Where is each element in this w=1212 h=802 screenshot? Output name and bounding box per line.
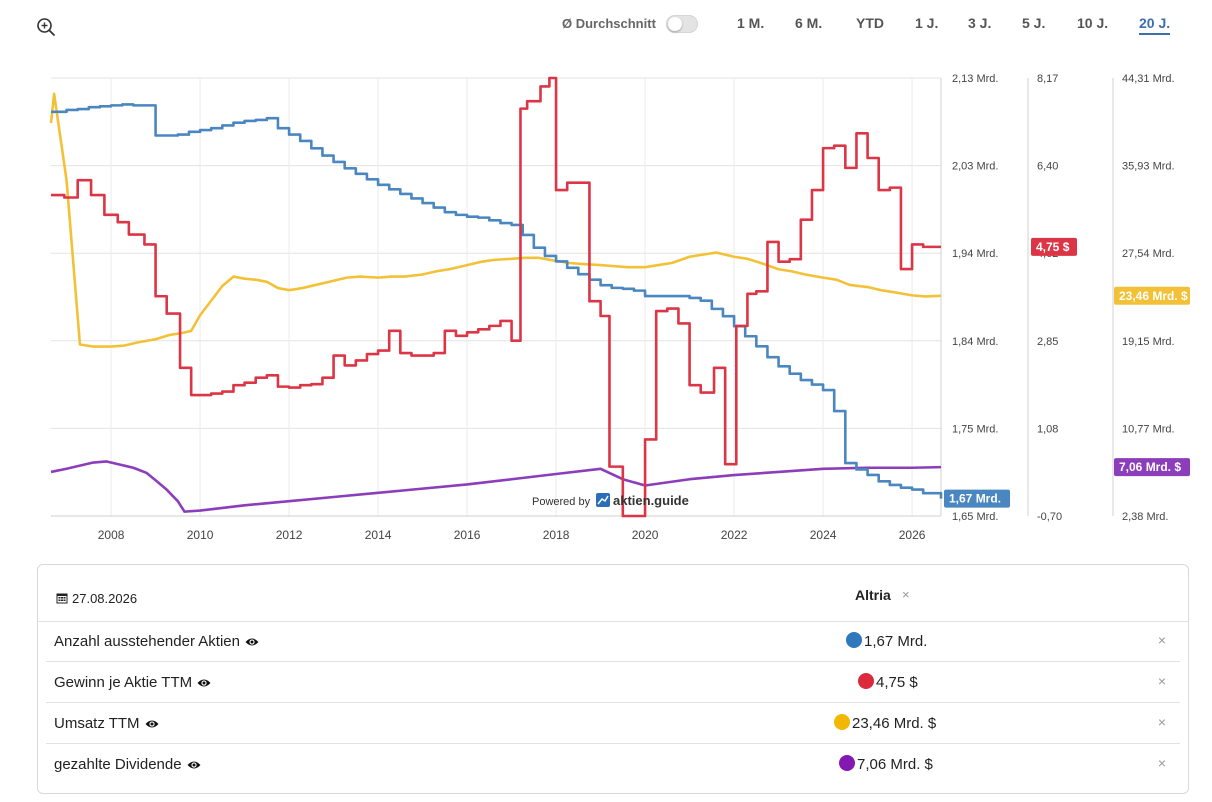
range-button-1j[interactable]: 1 J. [915, 15, 939, 31]
value-badge-label: 4,75 $ [1036, 240, 1070, 254]
chart-toolbar: Ø Durchschnitt 1 M. 6 M. YTD 1 J. 3 J. 5… [0, 0, 1212, 50]
series-color-dot [846, 632, 862, 648]
y-tick-label: 35,93 Mrd. [1122, 161, 1175, 173]
watermark-prefix: Powered by [532, 496, 591, 508]
x-tick-label: 2022 [721, 528, 748, 542]
y-tick-label: 27,54 Mrd. [1122, 248, 1175, 260]
trend-arrow-icon [597, 495, 609, 505]
x-tick-label: 2010 [187, 528, 214, 542]
row-label: Gewinn je Aktie TTM [54, 674, 211, 691]
eye-icon[interactable] [245, 637, 259, 647]
range-button-1m[interactable]: 1 M. [737, 15, 765, 31]
remove-row-button[interactable]: × [1157, 714, 1166, 730]
x-tick-label: 2016 [454, 528, 481, 542]
chart-grid [51, 77, 1114, 517]
table-row: Anzahl ausstehender Aktien 1,67 Mrd. × [46, 621, 1180, 662]
calendar-icon [56, 593, 68, 604]
row-value: 7,06 Mrd. $ [839, 755, 933, 773]
x-tick-label: 2014 [365, 528, 392, 542]
value-badge-label: 1,67 Mrd. [949, 492, 1001, 506]
eye-icon[interactable] [187, 760, 201, 770]
series-color-dot [839, 755, 855, 771]
y-tick-label: 8,17 [1037, 73, 1058, 85]
line-chart[interactable]: 2,13 Mrd. 2,03 Mrd. 1,94 Mrd. 1,84 Mrd. 1,75… [0, 60, 1212, 550]
x-tick-label: 2026 [899, 528, 926, 542]
y-tick-label: 19,15 Mrd. [1122, 336, 1175, 348]
x-tick-label: 2018 [543, 528, 570, 542]
x-tick-label: 2020 [632, 528, 659, 542]
x-tick-label: 2012 [276, 528, 303, 542]
value-badge [944, 489, 1010, 508]
y-tick-label: 2,03 Mrd. [952, 161, 998, 173]
value-badge [1114, 286, 1190, 305]
date-label: 27.08.2026 [56, 591, 137, 606]
y-tick-label: 10,77 Mrd. [1122, 423, 1175, 435]
table-row: Umsatz TTM 23,46 Mrd. $ × [46, 703, 1180, 744]
average-toggle[interactable] [666, 15, 698, 33]
series-line [51, 103, 943, 499]
value-badge-label: 7,06 Mrd. $ [1119, 460, 1181, 474]
value-badge [1031, 237, 1077, 256]
range-button-20j[interactable]: 20 J. [1139, 15, 1171, 35]
row-label: Umsatz TTM [54, 715, 159, 732]
legend-table: 27.08.2026 Altria × Anzahl ausstehender … [37, 564, 1189, 794]
row-label: gezahlte Dividende [54, 756, 201, 773]
zoom-in-icon[interactable] [36, 17, 56, 37]
y-tick-label: 1,84 Mrd. [952, 336, 998, 348]
value-badges: 1,67 Mrd. 4,75 $ 23,46 Mrd. $ 7,06 Mrd. $ [944, 237, 1190, 508]
range-button-10j[interactable]: 10 J. [1077, 15, 1109, 31]
y-tick-label: 1,08 [1037, 423, 1058, 435]
average-toggle-label: Ø Durchschnitt [562, 16, 656, 31]
eye-icon[interactable] [197, 678, 211, 688]
row-value: 23,46 Mrd. $ [834, 714, 936, 732]
date-value: 27.08.2026 [72, 591, 138, 606]
series-color-dot [834, 714, 850, 730]
watermark-brand: aktien.guide [613, 493, 689, 508]
y-tick-label: 2,85 [1037, 336, 1058, 348]
table-row: Gewinn je Aktie TTM 4,75 $ × [46, 662, 1180, 703]
range-button-ytd[interactable]: YTD [856, 15, 884, 31]
y-tick-label: 1,65 Mrd. [952, 511, 998, 523]
company-column-title: Altria [855, 587, 891, 603]
eye-icon[interactable] [145, 719, 159, 729]
y-tick-label: 44,31 Mrd. [1122, 73, 1175, 85]
y-tick-label: 6,40 [1037, 161, 1058, 173]
row-value: 1,67 Mrd. [846, 632, 927, 650]
x-axis-ticks: 2008 2010 2012 2014 2016 2018 2020 2022 2024 2026 [98, 528, 926, 542]
x-tick-label: 2008 [98, 528, 125, 542]
series-color-dot [858, 673, 874, 689]
value-badge-label: 23,46 Mrd. $ [1119, 289, 1188, 303]
series-line [49, 92, 942, 348]
y-tick-label: 1,94 Mrd. [952, 248, 998, 260]
y-tick-label: 2,38 Mrd. [1122, 511, 1168, 523]
remove-company-button[interactable]: × [902, 587, 910, 602]
y-tick-label: 1,75 Mrd. [952, 423, 998, 435]
table-row: gezahlte Dividende 7,06 Mrd. $ × [46, 744, 1180, 784]
range-button-5j[interactable]: 5 J. [1022, 15, 1046, 31]
value-badge [1114, 458, 1190, 477]
legend-table-header: 27.08.2026 Altria × [38, 565, 1188, 622]
row-label: Anzahl ausstehender Aktien [54, 633, 259, 650]
x-tick-label: 2024 [810, 528, 837, 542]
series-line [50, 460, 942, 513]
range-button-3j[interactable]: 3 J. [968, 15, 992, 31]
series-line [51, 76, 941, 518]
y-tick-label: -0,70 [1037, 511, 1062, 523]
toggle-knob [668, 17, 682, 31]
y-tick-label: 2,13 Mrd. [952, 73, 998, 85]
row-value: 4,75 $ [858, 673, 918, 691]
remove-row-button[interactable]: × [1157, 673, 1166, 689]
chart-series [49, 76, 943, 518]
remove-row-button[interactable]: × [1157, 755, 1166, 771]
watermark: Powered by aktien.guide [532, 493, 689, 508]
range-button-6m[interactable]: 6 M. [795, 15, 823, 31]
remove-row-button[interactable]: × [1157, 632, 1166, 648]
